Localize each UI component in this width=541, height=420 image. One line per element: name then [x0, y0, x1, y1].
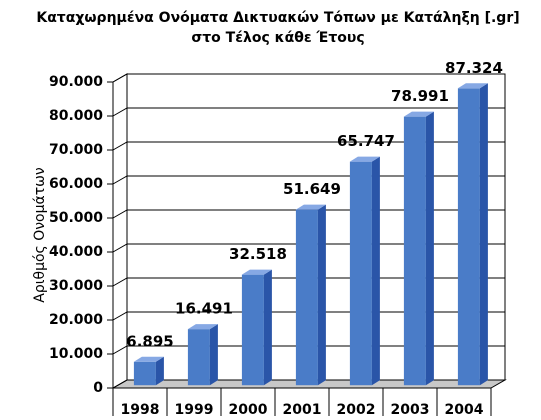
x-tick-label: 2001 [283, 402, 322, 418]
chart-title: στο Τέλος κάθε Έτους [191, 30, 364, 46]
grid-line [112, 141, 505, 151]
bar [349, 161, 372, 386]
bar-side [425, 111, 434, 386]
y-tick-label: 80.000 [49, 108, 103, 124]
bar-top [403, 111, 434, 117]
bar [187, 329, 210, 386]
side-wall [112, 73, 128, 389]
bar-side [317, 204, 326, 386]
bar-top [133, 356, 164, 362]
bar-top [457, 83, 488, 89]
value-label: 78.991 [391, 87, 449, 105]
bar-top [295, 204, 326, 210]
bar [295, 209, 318, 386]
grid-line [112, 107, 505, 117]
x-tick-label: 1999 [175, 402, 214, 418]
x-tick-label: 2004 [445, 402, 484, 418]
y-tick-label: 60.000 [49, 176, 103, 192]
bar [133, 361, 156, 386]
y-tick-label: 70.000 [49, 142, 103, 158]
bar-side [209, 324, 218, 386]
bar-top [241, 269, 272, 275]
bar-top [187, 324, 218, 330]
y-tick-label: 10.000 [49, 346, 103, 362]
y-axis-label: Αριθμός Ονομάτων [32, 167, 48, 303]
value-label: 16.491 [175, 300, 233, 318]
grid-line [112, 73, 505, 83]
value-label: 51.649 [283, 180, 341, 198]
value-label: 32.518 [229, 245, 287, 263]
value-label: 87.324 [445, 59, 503, 77]
y-tick-label: 30.000 [49, 278, 103, 294]
chart-title: Καταχωρημένα Ονόματα Δικτυακών Τόπων με … [36, 10, 519, 26]
x-tick-label: 2000 [229, 402, 268, 418]
bar-top [349, 156, 380, 162]
x-tick-label: 2002 [337, 402, 376, 418]
bar [457, 88, 480, 386]
y-tick-label: 90.000 [49, 74, 103, 90]
y-tick-label: 20.000 [49, 312, 103, 328]
y-tick-label: 50.000 [49, 210, 103, 226]
value-label: 65.747 [337, 132, 395, 150]
x-tick-label: 1998 [121, 402, 160, 418]
y-tick-label: 0 [93, 380, 103, 396]
value-label: 6.895 [126, 332, 173, 350]
bar [403, 116, 426, 386]
bar [241, 274, 264, 386]
bar-side [263, 269, 272, 386]
bar-side [155, 356, 164, 386]
bar-side [479, 83, 488, 386]
bar-side [371, 156, 380, 386]
x-tick-label: 2003 [391, 402, 430, 418]
y-tick-label: 40.000 [49, 244, 103, 260]
